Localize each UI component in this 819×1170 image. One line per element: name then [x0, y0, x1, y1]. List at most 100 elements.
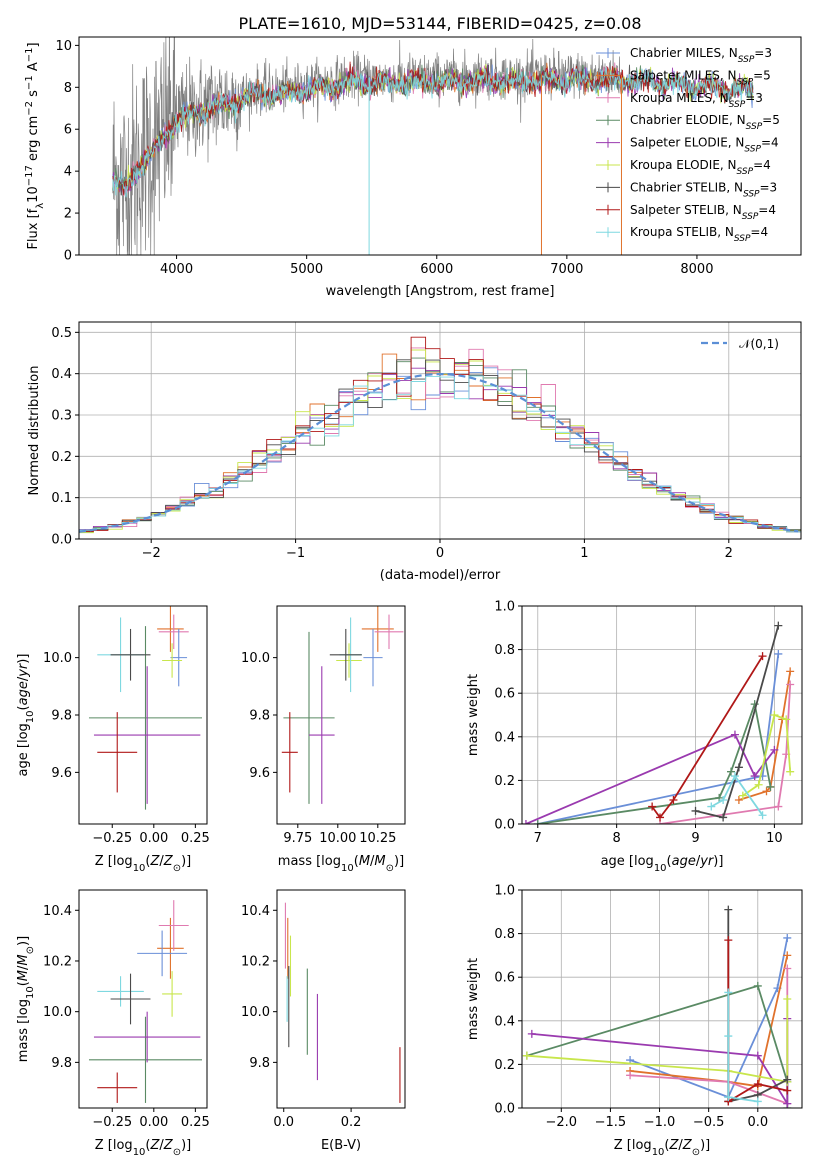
legend-label: Kroupa ELODIE, NSSP=4 — [630, 158, 771, 177]
y-tick-label: 10.0 — [241, 1005, 270, 1020]
x-tick-label: 0.0 — [273, 1115, 294, 1130]
x-tick-label: 9.75 — [283, 831, 312, 846]
x-tick-label: 2 — [725, 546, 733, 561]
x-tick-label: −1.5 — [595, 1115, 627, 1130]
legend-label-gaussian: 𝒩(0,1) — [739, 337, 779, 351]
y-tick-label: 0.2 — [494, 1058, 515, 1073]
weight-line-salpeter_stelib — [651, 655, 764, 820]
weight-line-kroupa_stelib — [727, 992, 758, 1103]
y-tick-label: 6 — [64, 123, 72, 138]
x-tick-label: −2.0 — [546, 1115, 578, 1130]
weight-marker — [753, 1051, 762, 1060]
weight-marker — [783, 964, 792, 973]
histogram-salpeter_stelib — [79, 336, 801, 533]
weight-marker — [719, 813, 728, 822]
x-tick-label: 9 — [691, 831, 699, 846]
x-tick-label: 0.0 — [747, 1115, 768, 1130]
y-tick-label: 0.5 — [51, 326, 72, 341]
x-tick-label: −1 — [286, 546, 305, 561]
weight-marker — [533, 820, 542, 824]
x-tick-label: 0 — [436, 546, 444, 561]
y-tick-label: 0.2 — [51, 450, 72, 465]
histogram-chabrier_stelib — [79, 359, 801, 532]
y-tick-label: 10.2 — [43, 954, 72, 969]
y-tick-label: 10.2 — [241, 954, 270, 969]
weight-marker — [754, 780, 763, 789]
x-tick-label: 7000 — [550, 262, 583, 277]
weight-marker — [758, 811, 767, 820]
panel-spectrum: 4000 5000 6000 7000 8000 0 2 4 6 8 10 Chabrier MILE… — [24, 36, 802, 299]
weight-marker — [774, 621, 783, 630]
x-tick-label: 0.2 — [341, 1115, 362, 1130]
y-tick-label: 1.0 — [494, 600, 515, 615]
axes-frame — [78, 605, 208, 825]
mass_vs_ebv-xlabel: E(B-V) — [321, 1138, 361, 1153]
weight-marker — [724, 905, 733, 914]
weight-marker — [707, 802, 716, 811]
weight-marker — [786, 680, 795, 689]
weight-marker — [758, 652, 767, 661]
weight_vs_age-ylabel: mass weight — [466, 674, 481, 756]
x-tick-label: −0.25 — [92, 1115, 132, 1130]
spectrum-xlabel: wavelength [Angstrom, rest frame] — [326, 284, 555, 299]
axes-frame — [78, 889, 208, 1109]
axes-frame — [521, 889, 803, 1109]
legend-label: Salpeter STELIB, NSSP=4 — [630, 203, 776, 222]
weight-marker — [730, 772, 739, 781]
y-tick-label: 0.3 — [51, 409, 72, 424]
plot-area-age_vs_mass — [281, 606, 404, 804]
residuals-ylabel: Normed distribution — [27, 366, 42, 496]
weight-marker — [783, 1086, 792, 1095]
weight_vs_age-xlabel: age [log10(age/yr)] — [601, 854, 724, 874]
x-tick-label: 0.00 — [139, 1115, 168, 1130]
weight-line-kroupa_stelib — [710, 774, 764, 816]
weight-marker — [734, 796, 743, 805]
weight-marker — [734, 763, 743, 772]
weight-marker — [753, 1080, 762, 1089]
y-tick-label: 9.8 — [51, 1056, 72, 1071]
x-tick-label: 10 — [766, 831, 783, 846]
panel-weight_vs_Z: −2.0 −1.5 −1.0 −0.5 0.0 0.0 0.2 0.4 0.6 0.8 1.0 Z [… — [466, 884, 803, 1158]
y-tick-label: 9.8 — [249, 709, 270, 724]
age_vs_Z-xlabel: Z [log10(Z/Z⊙)] — [95, 854, 192, 874]
plot-area-mass_vs_ebv — [284, 902, 401, 1103]
legend-label: Chabrier ELODIE, NSSP=5 — [630, 113, 780, 132]
x-tick-label: 0.00 — [139, 831, 168, 846]
weight-marker — [522, 820, 530, 824]
weight-marker — [669, 796, 678, 805]
mass_vs_Z-ylabel: mass [log10(M/M⊙)] — [16, 936, 36, 1062]
residuals-xlabel: (data-model)/error — [380, 568, 501, 583]
x-tick-label: 7 — [534, 831, 542, 846]
weight-marker — [762, 787, 771, 796]
weight-marker — [753, 1097, 762, 1106]
weight-marker — [724, 1093, 733, 1102]
y-tick-label: 9.6 — [51, 766, 72, 781]
legend-label: Kroupa MILES, NSSP=3 — [630, 91, 763, 110]
weight-marker — [730, 730, 739, 739]
y-tick-label: 1.0 — [494, 884, 515, 899]
figure-title: PLATE=1610, MJD=53144, FIBERID=0425, z=0… — [238, 14, 641, 33]
x-tick-label: 10.00 — [319, 831, 356, 846]
weight-marker — [766, 782, 775, 791]
y-tick-label: 0.4 — [51, 367, 72, 382]
weight-marker — [783, 933, 792, 942]
panel-residuals: −2 −1 0 1 2 0.0 0.1 0.2 0.3 0.4 0.5 𝒩(0,1) (data-mod… — [27, 321, 802, 583]
weight-marker — [724, 936, 733, 945]
weight-marker — [626, 1071, 635, 1080]
y-tick-label: 0.6 — [494, 971, 515, 986]
y-tick-label: 0.4 — [494, 1014, 515, 1029]
weight-marker — [753, 981, 762, 990]
y-tick-label: 2 — [64, 207, 72, 222]
weight-marker — [783, 951, 792, 960]
plot-area-weight_vs_age — [522, 621, 795, 824]
y-tick-label: 0.4 — [494, 730, 515, 745]
x-tick-label: 6000 — [420, 262, 453, 277]
plot-area-mass_vs_Z — [88, 900, 203, 1103]
spectrum-legend: Chabrier MILES, NSSP=3 Salpeter MILES, NS… — [596, 46, 780, 244]
y-tick-label: 10.0 — [43, 1005, 72, 1020]
spectrum-ylabel: Flux [fλ10−17 erg cm−2 s−1 A−1] — [24, 42, 46, 249]
y-tick-label: 10.0 — [43, 651, 72, 666]
axes-frame — [276, 889, 406, 1109]
x-tick-label: 0.25 — [181, 831, 210, 846]
